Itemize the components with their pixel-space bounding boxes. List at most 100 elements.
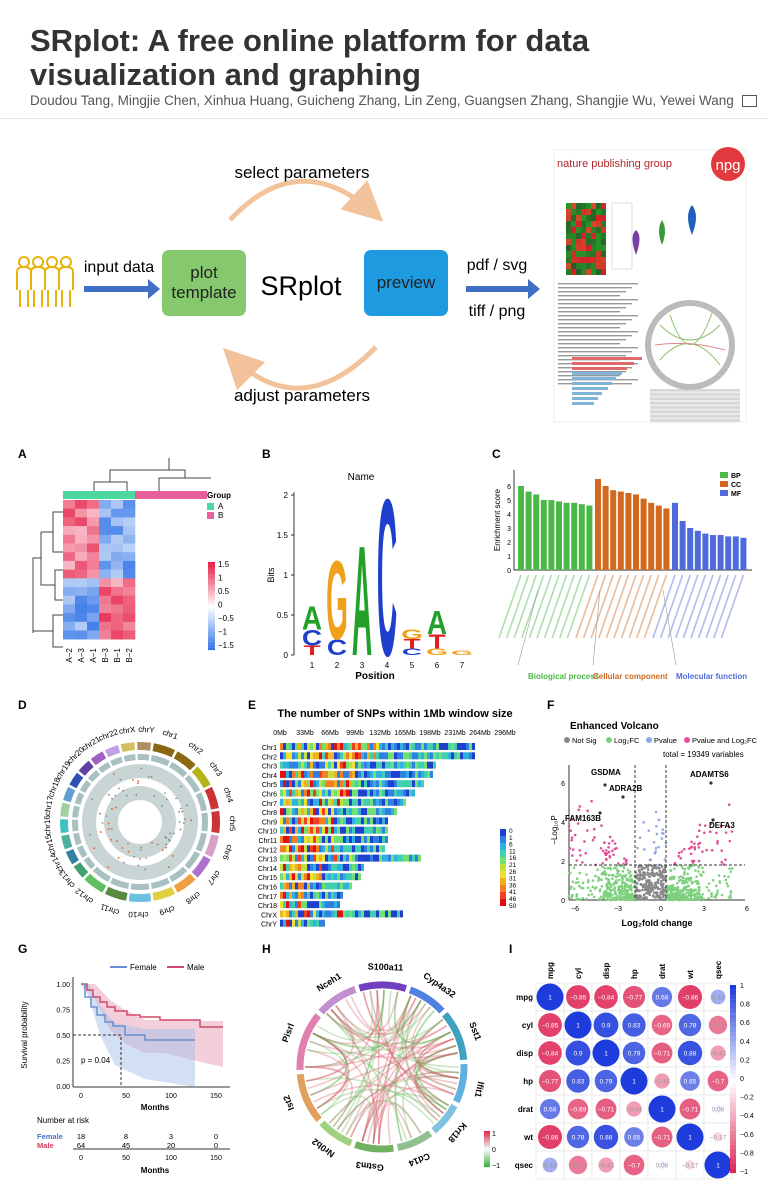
circos-dot xyxy=(90,798,93,801)
go-term-label xyxy=(675,574,699,639)
thumb-heat-cell xyxy=(571,233,576,239)
snp-scale-cell xyxy=(500,892,506,899)
snp-cell xyxy=(283,761,286,769)
volcano-point xyxy=(657,818,661,822)
snp-cell xyxy=(361,910,364,918)
volcano-point xyxy=(715,892,719,895)
corr-scale-cell xyxy=(730,1022,736,1028)
snp-cell xyxy=(316,891,319,899)
snp-cell xyxy=(295,798,298,806)
volcano-point xyxy=(639,895,643,898)
snp-cell xyxy=(370,761,373,769)
snp-cell xyxy=(289,817,292,825)
corr-scale-cell xyxy=(730,1050,736,1056)
snp-cell xyxy=(418,770,421,778)
corr-scale-cell xyxy=(730,1079,736,1084)
snp-cell xyxy=(283,808,286,816)
volcano-point xyxy=(635,898,638,901)
snp-cell xyxy=(298,845,301,853)
volcano-point xyxy=(617,878,621,882)
volcano-point xyxy=(710,891,713,895)
heatmap-cell xyxy=(63,569,76,579)
snp-cell xyxy=(358,808,361,816)
volcano-point xyxy=(670,897,673,900)
snp-cell xyxy=(334,798,337,806)
corr-circle xyxy=(598,1157,614,1173)
chord-link xyxy=(312,990,385,1045)
logo-xlabel: Position xyxy=(355,671,394,682)
survival-ytick: 0.75 xyxy=(56,1008,70,1015)
mail-icon[interactable] xyxy=(741,95,757,108)
corr-value: −0.84 xyxy=(598,995,615,1002)
circos-dot xyxy=(140,767,143,770)
go-bar xyxy=(578,504,585,570)
thumb-heat-cell xyxy=(571,227,576,233)
go-term-label xyxy=(613,574,637,639)
corr-circle xyxy=(542,1157,558,1173)
snp-cell xyxy=(358,780,361,788)
chromosome-label: chr9 xyxy=(158,904,176,917)
logo-letter-T: T xyxy=(403,636,421,651)
chord-scale-cell xyxy=(484,1134,490,1137)
thumb-heat-cell xyxy=(566,209,571,215)
snp-cell xyxy=(376,752,379,760)
volcano-point xyxy=(677,854,680,858)
corr-scale-cell xyxy=(730,1003,736,1009)
volcano-point xyxy=(686,872,689,876)
go-term-label xyxy=(605,574,630,639)
circos-dot xyxy=(164,835,167,838)
volcano-point xyxy=(679,856,682,860)
go-bar xyxy=(602,486,609,570)
volcano-point xyxy=(597,879,600,882)
corr-col-label: wt xyxy=(686,970,695,980)
heatmap-cell xyxy=(111,552,124,562)
snp-cell xyxy=(328,761,331,769)
corr-value: −0.7 xyxy=(628,1163,641,1170)
volcano-point xyxy=(696,893,699,896)
snp-cell xyxy=(373,789,376,797)
volcano-point xyxy=(606,887,609,891)
snp-cell xyxy=(391,798,394,806)
snp-cell xyxy=(331,845,334,853)
snp-cell xyxy=(346,845,349,853)
snp-cell xyxy=(379,780,382,788)
thumb-heat-cell xyxy=(601,263,606,269)
snp-cell xyxy=(343,910,346,918)
chord-link xyxy=(410,1006,459,1079)
volcano-point xyxy=(647,887,650,891)
scale-bar xyxy=(208,621,215,624)
chord-link xyxy=(378,995,412,1144)
circos-dot xyxy=(123,861,125,864)
snp-cell xyxy=(325,770,328,778)
snp-cell xyxy=(382,761,385,769)
snp-cell xyxy=(334,743,337,750)
thumb-text-line xyxy=(558,375,620,377)
snp-cell xyxy=(340,826,343,834)
chord-link xyxy=(326,1012,448,1045)
scale-bar xyxy=(208,566,215,569)
snp-cell xyxy=(391,752,394,760)
heatmap-cell xyxy=(123,621,136,631)
snp-cell xyxy=(388,752,391,760)
snp-cell xyxy=(421,743,424,750)
snp-scale-tick: 36 xyxy=(509,882,517,889)
snp-row-label: Chr18 xyxy=(258,903,277,910)
snp-cell xyxy=(337,817,340,825)
volcano-point xyxy=(729,870,733,873)
snp-cell xyxy=(313,780,316,788)
volcano-point xyxy=(577,808,581,812)
thumb-text-line xyxy=(558,331,638,333)
thumb-heat-cell xyxy=(576,269,581,275)
snp-cell xyxy=(355,873,358,881)
snp-cell xyxy=(316,780,319,788)
volcano-point xyxy=(601,896,605,900)
snp-cell xyxy=(316,845,319,853)
snp-cell xyxy=(304,798,307,806)
chord-scale-tick: −1 xyxy=(492,1163,500,1170)
chord-scale-cell xyxy=(484,1131,490,1133)
volcano-point xyxy=(714,884,718,888)
snp-cell xyxy=(316,770,319,778)
heatmap-cell xyxy=(87,560,100,570)
corr-value: −0.43 xyxy=(710,1051,727,1058)
corr-value: −0.84 xyxy=(542,1051,559,1058)
